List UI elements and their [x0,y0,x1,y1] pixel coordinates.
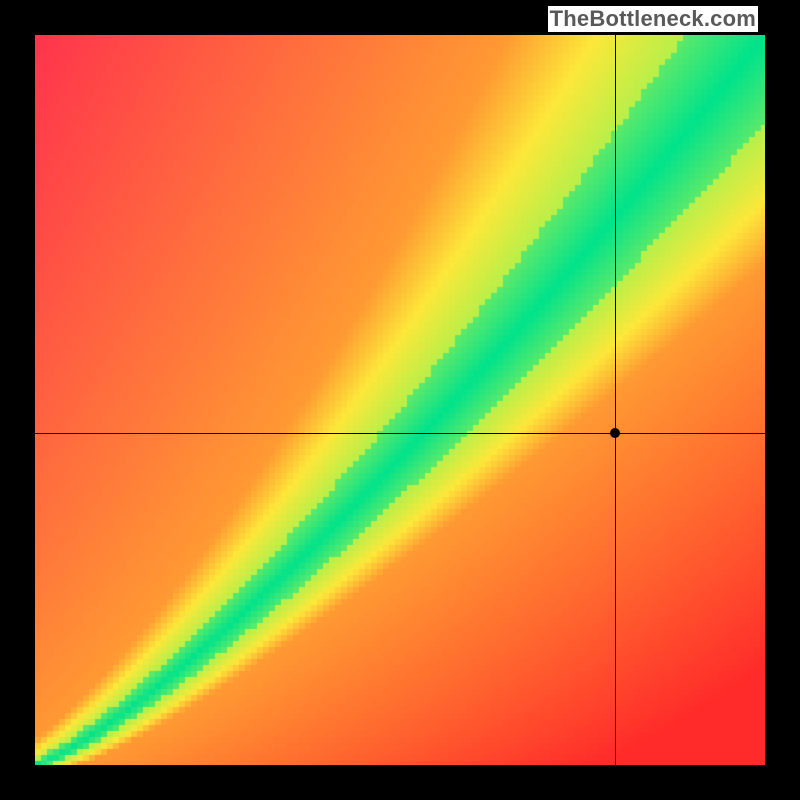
crosshair-horizontal [35,433,765,434]
crosshair-marker [610,428,620,438]
plot-frame [35,35,765,765]
heatmap-canvas [35,35,765,765]
frame-border-left [0,0,35,800]
crosshair-vertical [615,35,616,765]
watermark-label-top: TheBottleneck.com [548,6,758,32]
chart-container: TheBottleneck.com TheBottleneck.com [0,0,800,800]
frame-border-right [765,0,800,800]
frame-border-bottom [0,765,800,800]
